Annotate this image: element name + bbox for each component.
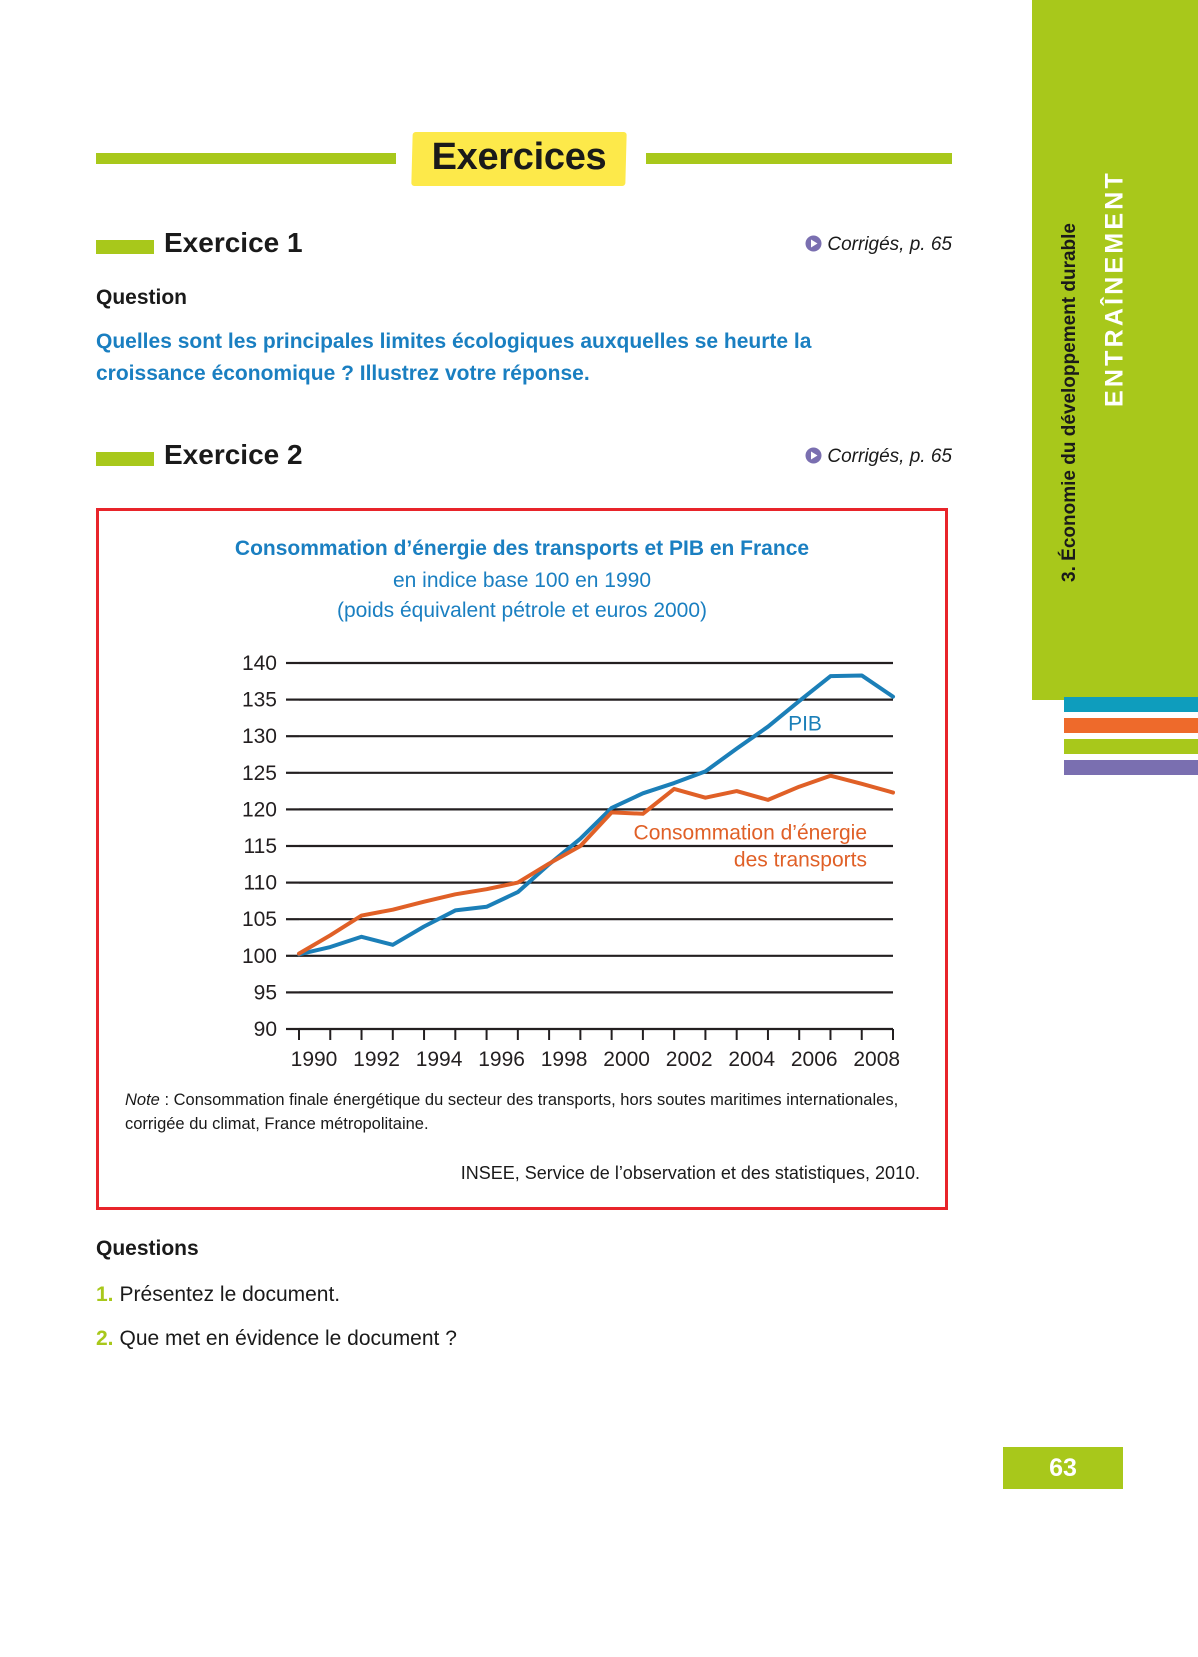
exercise-1-title: Exercice 1 xyxy=(164,227,303,258)
chart-series-label-consommation-line2: des transports xyxy=(734,848,867,871)
chart-x-tick-label: 2008 xyxy=(853,1048,900,1071)
chart-series-line xyxy=(297,773,895,956)
header-rule-right xyxy=(646,153,952,164)
exercise-1-corriges-link[interactable]: Corrigés, p. 65 xyxy=(805,234,952,258)
page-title: Exercices xyxy=(431,136,607,178)
chart-series-label-pib: PIB xyxy=(788,712,822,735)
line-chart: 90 95 100 105 110 115 120 125 130 135 140 1990 1992 1… xyxy=(99,641,945,1081)
chart-x-tick-label: 1996 xyxy=(478,1048,525,1071)
page-header: Exercices xyxy=(96,128,952,188)
chart-y-tick-label: 110 xyxy=(244,872,277,895)
chart-y-tick-label: 90 xyxy=(254,1018,277,1041)
question-item-text: Que met en évidence le document ? xyxy=(119,1327,457,1350)
chart-y-tick-label: 130 xyxy=(242,725,277,748)
chart-series-label-consommation-line1: Consommation d’énergie xyxy=(634,821,867,844)
chart-y-tick-label: 120 xyxy=(242,798,277,821)
chart-x-tick-label: 1990 xyxy=(291,1048,338,1071)
sidebar-chapter-label: 3. Économie du développement durable xyxy=(1059,223,1080,582)
question-number: 2. xyxy=(96,1327,114,1350)
exercise-2-heading: Exercice 2 Corrigés, p. 65 xyxy=(96,439,952,476)
exercise-1-corriges-text: Corrigés, p. 65 xyxy=(827,234,952,255)
play-triangle-icon xyxy=(805,235,822,258)
sidebar-color-bar-orange xyxy=(1064,718,1198,733)
chart-title: Consommation d’énergie des transports et… xyxy=(234,537,810,560)
question-item-text: Présentez le document. xyxy=(119,1283,341,1306)
chart-x-tick-label: 1992 xyxy=(353,1048,400,1071)
question-number: 1. xyxy=(96,1283,114,1306)
sidebar-color-bar-teal xyxy=(1064,697,1198,712)
question-list-item: 2. Que met en évidence le document ? xyxy=(96,1327,896,1351)
exercise-marker-dash xyxy=(96,240,154,254)
figure-note: Note : Consommation finale énergétique d… xyxy=(125,1089,925,1137)
exercise-1-heading: Exercice 1 Corrigés, p. 65 xyxy=(96,227,952,264)
chart-subtitle-2: (poids équivalent pétrole et euros 2000) xyxy=(336,599,708,622)
chart-series-line xyxy=(297,673,895,957)
chart-x-tick-label: 2002 xyxy=(666,1048,713,1071)
header-rule-left xyxy=(96,153,396,164)
chart-y-tick-label: 135 xyxy=(242,689,277,712)
chart-x-tick-label: 2006 xyxy=(791,1048,838,1071)
sidebar-section-tab: ENTRAÎNEMENT xyxy=(1032,0,1198,700)
figure-source: INSEE, Service de l’observation et des s… xyxy=(460,1163,920,1183)
chart-y-tick-label: 125 xyxy=(242,762,277,785)
chart-y-tick-label: 95 xyxy=(254,981,277,1004)
chart-y-tick-label: 115 xyxy=(244,835,277,858)
figure-box: Consommation d’énergie des transports et… xyxy=(96,508,948,1210)
page-number: 63 xyxy=(1003,1447,1123,1489)
exercise-2-corriges-text: Corrigés, p. 65 xyxy=(827,446,952,467)
play-triangle-icon xyxy=(805,447,822,470)
chart-y-tick-label: 100 xyxy=(242,945,277,968)
question-list-item: 1. Présentez le document. xyxy=(96,1283,896,1307)
chart-y-tick-label: 105 xyxy=(242,908,277,931)
exercise-2-corriges-link[interactable]: Corrigés, p. 65 xyxy=(805,446,952,470)
chart-x-tick-label: 2000 xyxy=(603,1048,650,1071)
exercise-2-title: Exercice 2 xyxy=(164,439,303,470)
question-label: Question xyxy=(96,286,188,309)
chart-y-tick-label: 140 xyxy=(242,652,277,675)
questions-label: Questions xyxy=(96,1237,199,1260)
right-sidebar: ENTRAÎNEMENT 3. Économie du développemen… xyxy=(1032,0,1198,1657)
chart-canvas: 90 95 100 105 110 115 120 125 130 135 140 1990 1992 1… xyxy=(242,652,900,1071)
chart-subtitle: en indice base 100 en 1990 xyxy=(392,569,652,592)
exercise-marker-dash xyxy=(96,452,154,466)
sidebar-color-bar-green xyxy=(1064,739,1198,754)
question-text: Quelles sont les principales limites éco… xyxy=(96,330,812,385)
figure-note-body: : Consommation finale énergétique du sec… xyxy=(125,1091,899,1133)
figure-note-prefix: Note xyxy=(125,1091,160,1109)
sidebar-color-bar-purple xyxy=(1064,760,1198,775)
page-number-value: 63 xyxy=(1049,1453,1077,1482)
chart-x-tick-label: 1998 xyxy=(541,1048,588,1071)
chart-x-tick-label: 1994 xyxy=(416,1048,463,1071)
chart-x-tick-label: 2004 xyxy=(728,1048,775,1071)
sidebar-tab-label: ENTRAÎNEMENT xyxy=(1100,170,1129,408)
